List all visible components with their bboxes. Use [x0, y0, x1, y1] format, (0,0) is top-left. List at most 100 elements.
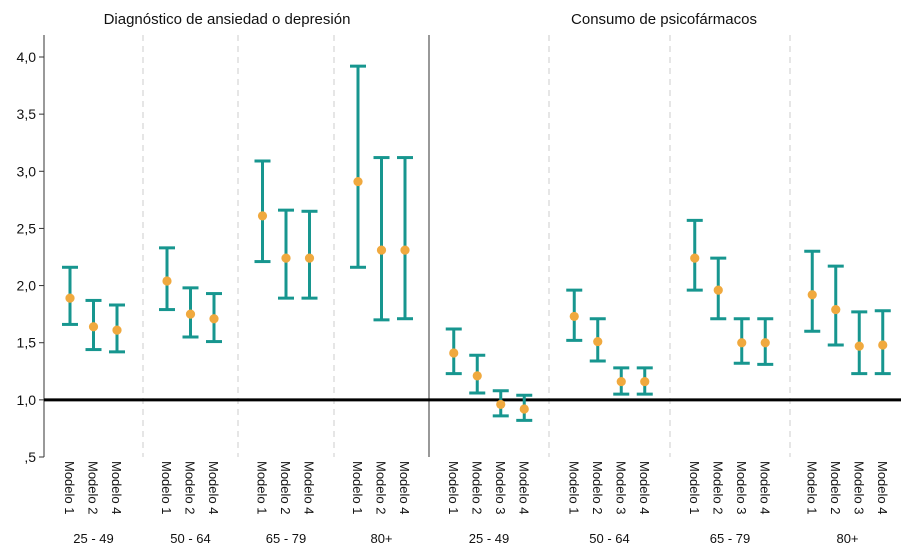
error-bar: [851, 310, 868, 376]
error-bar: [109, 303, 125, 354]
point-estimate: [185, 309, 196, 319]
group-label: 50 - 64: [589, 531, 629, 546]
y-axis-ticks: ,5 1,0 1,5 2,0 2,5 3,0 3,5 4,0: [17, 49, 44, 465]
error-bar: [804, 249, 821, 333]
error-bar: [301, 209, 318, 300]
x-axis-model-labels: Modelo 1 Modelo 2 Modelo 4 Modelo 1 Modelo 2…: [62, 461, 890, 514]
x-tick-label-model: Modelo 1: [446, 461, 461, 514]
y-tick-label: 3,0: [17, 163, 37, 179]
point-estimate: [257, 211, 268, 221]
error-bar: [566, 288, 583, 342]
point-estimate: [593, 336, 603, 347]
error-bar: [710, 256, 727, 321]
error-bar: [182, 286, 199, 339]
point-estimate: [760, 338, 770, 348]
error-bar: [469, 353, 486, 395]
x-tick-label-model: Modelo 1: [566, 461, 581, 514]
x-tick-label-model: Modelo 1: [159, 461, 174, 514]
x-tick-label-model: Modelo 2: [828, 461, 843, 514]
group-label: 65 - 79: [266, 531, 306, 546]
error-bar: [85, 298, 102, 352]
error-bar: [492, 389, 509, 418]
error-bar: [254, 159, 271, 264]
y-tick-label: 3,5: [17, 106, 37, 122]
axes: [43, 35, 430, 457]
error-bars: [62, 64, 891, 422]
point-estimate: [616, 376, 626, 387]
point-estimate: [162, 276, 172, 286]
x-tick-label-model: Modelo 1: [255, 461, 270, 514]
point-estimate: [831, 304, 841, 315]
point-estimate: [690, 253, 700, 263]
error-bar: [827, 264, 844, 347]
x-tick-label-model: Modelo 4: [875, 461, 890, 514]
point-estimate: [737, 338, 747, 348]
error-bar: [350, 64, 366, 269]
x-tick-label-model: Modelo 4: [109, 461, 124, 514]
x-tick-label-model: Modelo 2: [86, 461, 101, 514]
point-estimate: [519, 404, 529, 414]
point-estimate: [713, 285, 723, 295]
x-tick-label-model: Modelo 3: [493, 461, 508, 514]
point-estimate: [209, 314, 219, 324]
group-label: 25 - 49: [469, 531, 509, 546]
x-tick-label-model: Modelo 2: [710, 461, 725, 514]
error-bar: [206, 292, 222, 344]
x-tick-label-model: Modelo 3: [613, 461, 628, 514]
point-estimate: [112, 325, 122, 335]
point-estimate: [640, 376, 650, 387]
group-label: 80+: [370, 531, 392, 546]
error-bar: [636, 366, 653, 396]
x-tick-label-model: Modelo 4: [302, 461, 317, 514]
point-estimate: [878, 340, 888, 350]
error-bar: [733, 317, 750, 365]
point-estimate: [807, 290, 817, 300]
error-bar: [757, 317, 774, 366]
error-bar: [874, 309, 891, 376]
error-bar: [613, 366, 630, 396]
point-estimate: [376, 245, 387, 255]
x-tick-label-model: Modelo 1: [687, 461, 702, 514]
error-bar: [397, 156, 413, 321]
x-tick-label-model: Modelo 4: [397, 461, 412, 514]
y-tick-label: 2,5: [17, 220, 37, 236]
point-estimate: [88, 322, 99, 332]
point-estimate: [400, 245, 410, 255]
error-bar: [159, 246, 175, 312]
error-bar: [589, 317, 606, 363]
x-tick-label-model: Modelo 4: [637, 461, 652, 514]
x-tick-label-model: Modelo 2: [469, 461, 484, 514]
x-tick-label-model: Modelo 2: [590, 461, 605, 514]
point-estimate: [65, 293, 75, 303]
group-separators: [142, 35, 791, 457]
y-tick-label: 1,5: [17, 335, 37, 351]
point-estimate: [472, 371, 482, 381]
error-bar: [516, 393, 533, 422]
x-tick-label-model: Modelo 4: [757, 461, 772, 514]
x-axis-group-labels: 25 - 49 50 - 64 65 - 79 80+ 25 - 49 50 - 64 65…: [73, 531, 858, 546]
point-estimate: [496, 399, 506, 410]
panel-title-diagnostico: Diagnóstico de ansiedad o depresión: [104, 11, 351, 28]
x-tick-label-model: Modelo 4: [206, 461, 221, 514]
error-bar: [373, 156, 390, 322]
x-tick-label-model: Modelo 2: [278, 461, 293, 514]
x-tick-label-model: Modelo 2: [183, 461, 198, 514]
point-estimate: [281, 253, 291, 263]
y-tick-label: 4,0: [17, 49, 37, 65]
point-estimate: [449, 348, 459, 358]
error-bar: [445, 327, 462, 376]
point-estimate: [353, 176, 363, 187]
x-tick-label-model: Modelo 1: [62, 461, 77, 514]
y-tick-label: 1,0: [17, 392, 37, 408]
point-estimate: [304, 253, 315, 263]
point-estimate: [854, 341, 864, 351]
group-label: 80+: [836, 531, 858, 546]
x-tick-label-model: Modelo 1: [804, 461, 819, 514]
group-label: 25 - 49: [73, 531, 113, 546]
group-label: 65 - 79: [710, 531, 750, 546]
point-estimate: [569, 311, 579, 322]
error-bar: [278, 208, 294, 300]
x-tick-label-model: Modelo 2: [374, 461, 389, 514]
error-bar: [686, 218, 703, 292]
